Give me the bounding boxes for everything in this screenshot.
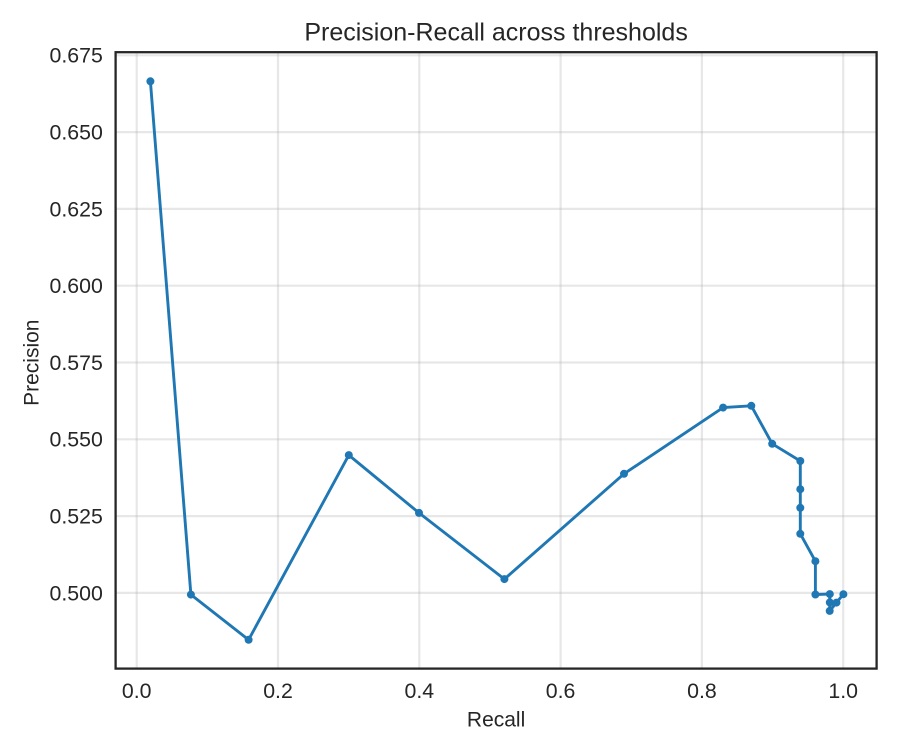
svg-text:0.625: 0.625 (50, 197, 103, 221)
svg-text:0.550: 0.550 (50, 428, 103, 452)
svg-text:0.575: 0.575 (50, 351, 103, 375)
svg-text:0.500: 0.500 (50, 581, 103, 605)
svg-text:0.600: 0.600 (50, 274, 103, 298)
svg-text:1.0: 1.0 (828, 679, 858, 703)
svg-text:0.2: 0.2 (263, 679, 293, 703)
svg-text:0.0: 0.0 (122, 679, 152, 703)
svg-text:0.675: 0.675 (50, 44, 103, 68)
svg-text:0.525: 0.525 (50, 505, 103, 529)
svg-text:0.4: 0.4 (404, 679, 434, 703)
svg-text:0.650: 0.650 (50, 121, 103, 145)
svg-text:Precision: Precision (20, 320, 43, 406)
svg-text:Precision-Recall across thresh: Precision-Recall across thresholds (304, 18, 687, 46)
svg-text:Recall: Recall (467, 708, 525, 731)
svg-text:0.8: 0.8 (687, 679, 717, 703)
svg-text:0.6: 0.6 (546, 679, 576, 703)
